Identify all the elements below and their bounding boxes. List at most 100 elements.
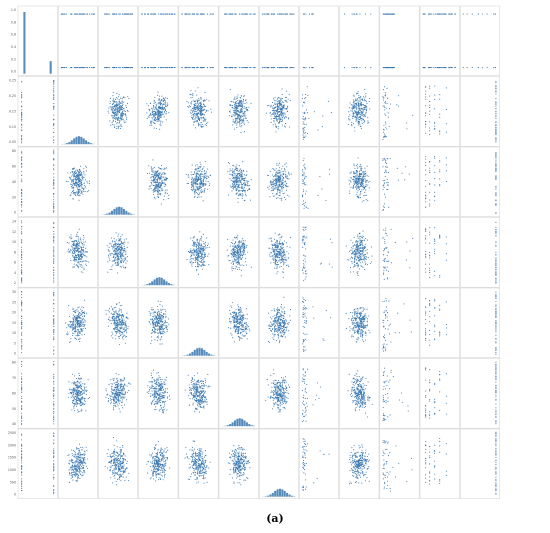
data-point [270,180,272,182]
data-point [233,184,235,186]
data-point [67,181,69,183]
data-point [92,67,94,69]
data-point [114,98,116,101]
data-point [277,13,279,15]
data-point [365,100,367,103]
subplot-frame [419,146,460,217]
data-point [270,182,272,184]
data-point [362,119,364,121]
data-point [241,102,243,104]
data-point [360,166,363,168]
data-point [239,193,241,195]
data-point [125,121,127,123]
data-point [361,120,363,122]
data-point [281,117,284,119]
data-point [53,163,55,165]
data-point [152,108,154,110]
data-point [21,220,23,222]
data-point [231,171,233,173]
data-point [450,67,452,69]
data-point [84,174,86,176]
data-point [194,188,196,190]
data-point [273,168,275,170]
data-point [171,13,173,15]
data-point [382,157,384,159]
data-point [425,86,427,88]
data-point [284,100,286,102]
subplot-frame [419,5,460,76]
data-point [274,112,276,114]
data-point [77,194,79,197]
data-point [164,176,166,178]
data-point [362,178,364,180]
y-tick-label: 70 [12,376,16,380]
data-point [74,243,76,245]
scatter-panel [228,89,252,134]
data-point [82,260,84,262]
data-point [241,197,243,199]
data-point [191,180,193,182]
data-point [116,113,118,115]
subplot-frame [258,146,299,217]
data-point [123,120,125,122]
data-point [161,189,163,191]
data-point [281,175,283,177]
data-point [197,115,199,117]
subplot-frame [17,287,58,358]
data-point [74,251,76,254]
data-point [53,158,55,160]
data-point [199,112,201,114]
data-point [79,261,81,263]
data-point [240,176,242,178]
data-point [283,168,285,170]
data-point [366,102,368,105]
data-point [495,87,497,89]
data-point [434,108,436,110]
data-point [153,177,155,179]
data-point [358,187,360,189]
data-point [283,112,285,114]
data-point [151,182,153,184]
data-point [158,167,161,169]
data-point [429,167,431,169]
data-point [495,115,497,117]
data-point [277,108,279,110]
data-point [153,119,155,121]
data-point [239,178,241,180]
data-point [288,178,290,180]
data-point [162,103,164,105]
data-point [252,13,254,15]
data-point [153,106,155,108]
data-point [81,174,83,176]
data-point [206,98,208,100]
data-point [110,107,112,109]
data-point [72,198,74,200]
data-point [153,196,155,198]
data-point [240,100,242,102]
data-point [382,89,385,91]
data-point [80,192,82,195]
data-point [274,113,276,115]
data-point [202,179,204,181]
data-point [441,67,443,69]
data-point [445,13,447,15]
data-point [53,269,55,271]
data-point [153,101,155,103]
data-point [229,89,231,91]
data-point [78,175,80,177]
data-point [389,67,391,69]
data-point [153,110,155,113]
y-tick-label: 20 [12,195,16,199]
data-point [364,13,366,15]
data-point [162,172,164,174]
data-point [389,103,391,105]
data-point [245,107,247,109]
data-point [363,106,365,109]
data-point [245,195,247,197]
data-point [53,196,55,198]
data-point [72,168,74,170]
data-point [126,117,128,119]
data-point [131,67,133,69]
data-point [429,205,431,207]
